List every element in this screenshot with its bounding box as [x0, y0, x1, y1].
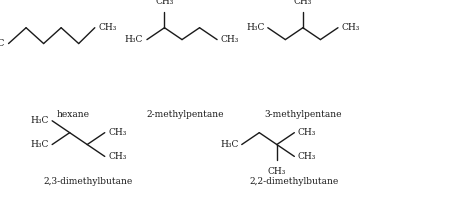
Text: H₃C: H₃C [220, 140, 238, 149]
Text: H₃C: H₃C [0, 39, 5, 48]
Text: 2-methylpentane: 2-methylpentane [146, 110, 224, 119]
Text: H₃C: H₃C [30, 140, 49, 149]
Text: CH₃: CH₃ [294, 0, 312, 6]
Text: CH₃: CH₃ [298, 128, 316, 137]
Text: CH₃: CH₃ [98, 23, 117, 32]
Text: hexane: hexane [57, 110, 90, 119]
Text: 2,3-dimethylbutane: 2,3-dimethylbutane [43, 177, 132, 186]
Text: CH₃: CH₃ [268, 167, 286, 176]
Text: 3-methylpentane: 3-methylpentane [264, 110, 342, 119]
Text: CH₃: CH₃ [155, 0, 173, 6]
Text: CH₃: CH₃ [108, 152, 127, 161]
Text: H₃C: H₃C [125, 35, 143, 44]
Text: 2,2-dimethylbutane: 2,2-dimethylbutane [249, 177, 338, 186]
Text: CH₃: CH₃ [220, 35, 239, 44]
Text: H₃C: H₃C [30, 116, 49, 125]
Text: CH₃: CH₃ [341, 23, 360, 32]
Text: H₃C: H₃C [246, 23, 264, 32]
Text: CH₃: CH₃ [108, 128, 127, 137]
Text: CH₃: CH₃ [298, 152, 316, 161]
